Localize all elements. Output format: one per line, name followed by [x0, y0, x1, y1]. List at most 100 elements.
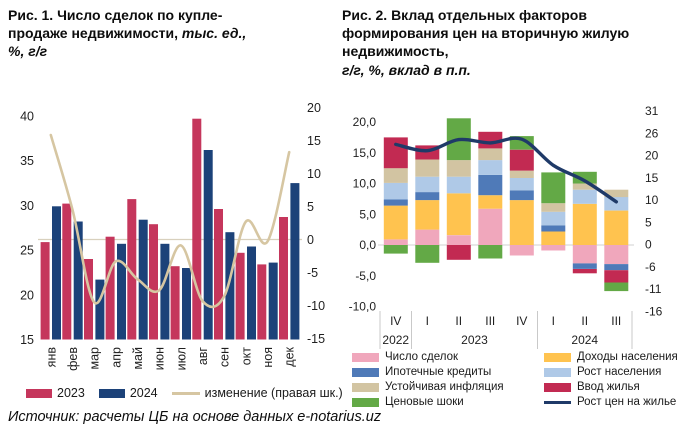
right-axis-tick-label: 15 — [307, 134, 321, 148]
bar-2023-авг — [192, 118, 202, 340]
bar-2024-окт — [247, 246, 256, 340]
right-axis-tick-label: 10 — [307, 167, 321, 181]
right-axis-tick-label: 20 — [645, 149, 659, 163]
bar-2024-фев — [73, 221, 83, 340]
left-axis-tick-label: -10,0 — [349, 300, 377, 314]
stack-Рост населения-IV — [383, 182, 408, 200]
stack-Ввод жилья-II — [446, 245, 471, 260]
month-label: сен — [218, 347, 232, 367]
bar-2023-сен — [214, 209, 223, 340]
legend-label: Ипотечные кредиты — [385, 366, 492, 378]
stack-Доходы населения (Т-1)-III — [604, 210, 629, 245]
quarter-label: II — [581, 314, 588, 328]
bar-2024-ноя — [268, 262, 278, 340]
bar-2023-апр — [105, 236, 115, 340]
month-label: дек — [283, 346, 297, 366]
stack-Число сделок-II — [572, 245, 597, 264]
right-axis-tick-label: 0 — [307, 233, 314, 247]
quarter-label: IV — [390, 314, 401, 328]
bar-2024-июл — [182, 268, 191, 340]
stack-Устойчивая инфляция-III — [478, 148, 503, 161]
legend-swatch — [544, 382, 571, 392]
month-label: май — [131, 347, 145, 370]
left-axis-tick-label: 40 — [20, 110, 34, 124]
month-label: июл — [174, 347, 188, 370]
bar-2023-дек — [279, 217, 288, 340]
legend-label: 2023 — [57, 386, 85, 400]
left-axis-tick-label: 10,0 — [353, 177, 377, 191]
month-label: авг — [196, 347, 210, 366]
legend-item: 2024 — [98, 386, 158, 400]
left-axis-tick-label: 35 — [20, 154, 34, 168]
stack-Ипотечные кредиты-II — [572, 263, 597, 269]
stack-Ввод жилья-IV — [383, 137, 408, 169]
stack-Рост населения-II — [572, 189, 597, 204]
stack-Число сделок-I — [415, 229, 440, 245]
stack-Рост населения-II — [446, 176, 471, 194]
stack-Рост населения-I — [541, 211, 566, 226]
legend-swatch — [544, 367, 571, 377]
bar-2023-июл — [170, 266, 180, 340]
bar-2023-янв — [40, 242, 50, 340]
stack-Ценовые шоки-I — [415, 245, 440, 263]
bar-2024-мар — [95, 279, 105, 340]
stack-Доходы населения (Т-1)-II — [572, 203, 597, 245]
month-label: ноя — [261, 347, 275, 368]
stack-Устойчивая инфляция-III — [604, 189, 629, 198]
legend-swatch — [98, 388, 125, 398]
legend-label: Ценовые шоки — [385, 396, 464, 408]
bar-2024-май — [138, 219, 148, 340]
stack-Устойчивая инфляция-I — [415, 159, 440, 177]
legend-item: Число сделок — [352, 351, 538, 363]
stack-Ипотечные кредиты-IV — [509, 190, 534, 201]
legend-item: Рост населения — [544, 366, 680, 378]
legend-label: Рост цен на жилье — [577, 396, 677, 408]
bar-2024-сен — [225, 232, 235, 340]
left-axis-tick-label: 15 — [20, 333, 34, 347]
right-axis-tick-label: -11 — [645, 282, 662, 296]
quarter-label: I — [552, 314, 555, 328]
figure2-legend: Число сделок Ипотечные кредиты Устойчивая … — [352, 351, 680, 408]
stack-Ипотечные кредиты-III — [478, 174, 503, 196]
bar-2024-дек — [290, 183, 300, 340]
stack-Ввод жилья-III — [478, 131, 503, 149]
stack-Ввод жилья-IV — [509, 149, 534, 171]
legend-label: Доходы населения (Т-1) — [577, 351, 680, 363]
stack-Число сделок-IV — [509, 245, 534, 256]
stack-Ценовые шоки-III — [604, 282, 629, 292]
stack-Устойчивая инфляция-II — [446, 160, 471, 177]
legend-swatch — [352, 367, 379, 377]
left-axis-tick-label: 0,0 — [359, 238, 376, 252]
figure1-legend: 2023 2024 изменение (правая шк.) — [26, 386, 343, 400]
right-axis-tick-label: 0 — [645, 238, 652, 252]
stack-Ценовые шоки-III — [478, 245, 503, 259]
left-axis-tick-label: 20 — [20, 288, 34, 302]
legend-label: Рост населения — [577, 366, 662, 378]
figure2-title: Рис. 2. Вклад отдельных факторов формиро… — [342, 6, 630, 79]
legend-label: Устойчивая инфляция — [385, 381, 504, 393]
right-axis-tick-label: 5 — [307, 200, 314, 214]
legend-swatch — [544, 400, 571, 404]
right-axis-tick-label: 20 — [307, 101, 321, 115]
month-label: апр — [109, 347, 123, 368]
stack-Устойчивая инфляция-IV — [509, 170, 534, 178]
legend-swatch — [352, 382, 379, 392]
month-label: июн — [153, 347, 167, 370]
stack-Доходы населения (Т-1)-III — [478, 195, 503, 209]
bar-2024-янв — [52, 206, 61, 340]
stack-Ценовые шоки-II — [572, 171, 597, 184]
figure2-title-bold: Рис. 2. Вклад отдельных факторов формиро… — [342, 7, 630, 60]
quarter-label: IV — [516, 314, 527, 328]
month-label: мар — [88, 347, 102, 370]
legend-swatch — [352, 352, 379, 362]
stack-Рост населения-III — [478, 160, 503, 175]
figure2-legend-col1: Число сделок Ипотечные кредиты Устойчивая … — [352, 351, 538, 408]
quarter-label: I — [426, 314, 429, 328]
stack-Ипотечные кредиты-I — [415, 192, 440, 201]
bar-2024-июн — [160, 243, 170, 340]
legend-item: Устойчивая инфляция — [352, 381, 538, 393]
month-label: янв — [44, 347, 58, 368]
right-axis-tick-label: 26 — [645, 126, 659, 140]
stack-Доходы населения (Т-1)-I — [415, 200, 440, 230]
